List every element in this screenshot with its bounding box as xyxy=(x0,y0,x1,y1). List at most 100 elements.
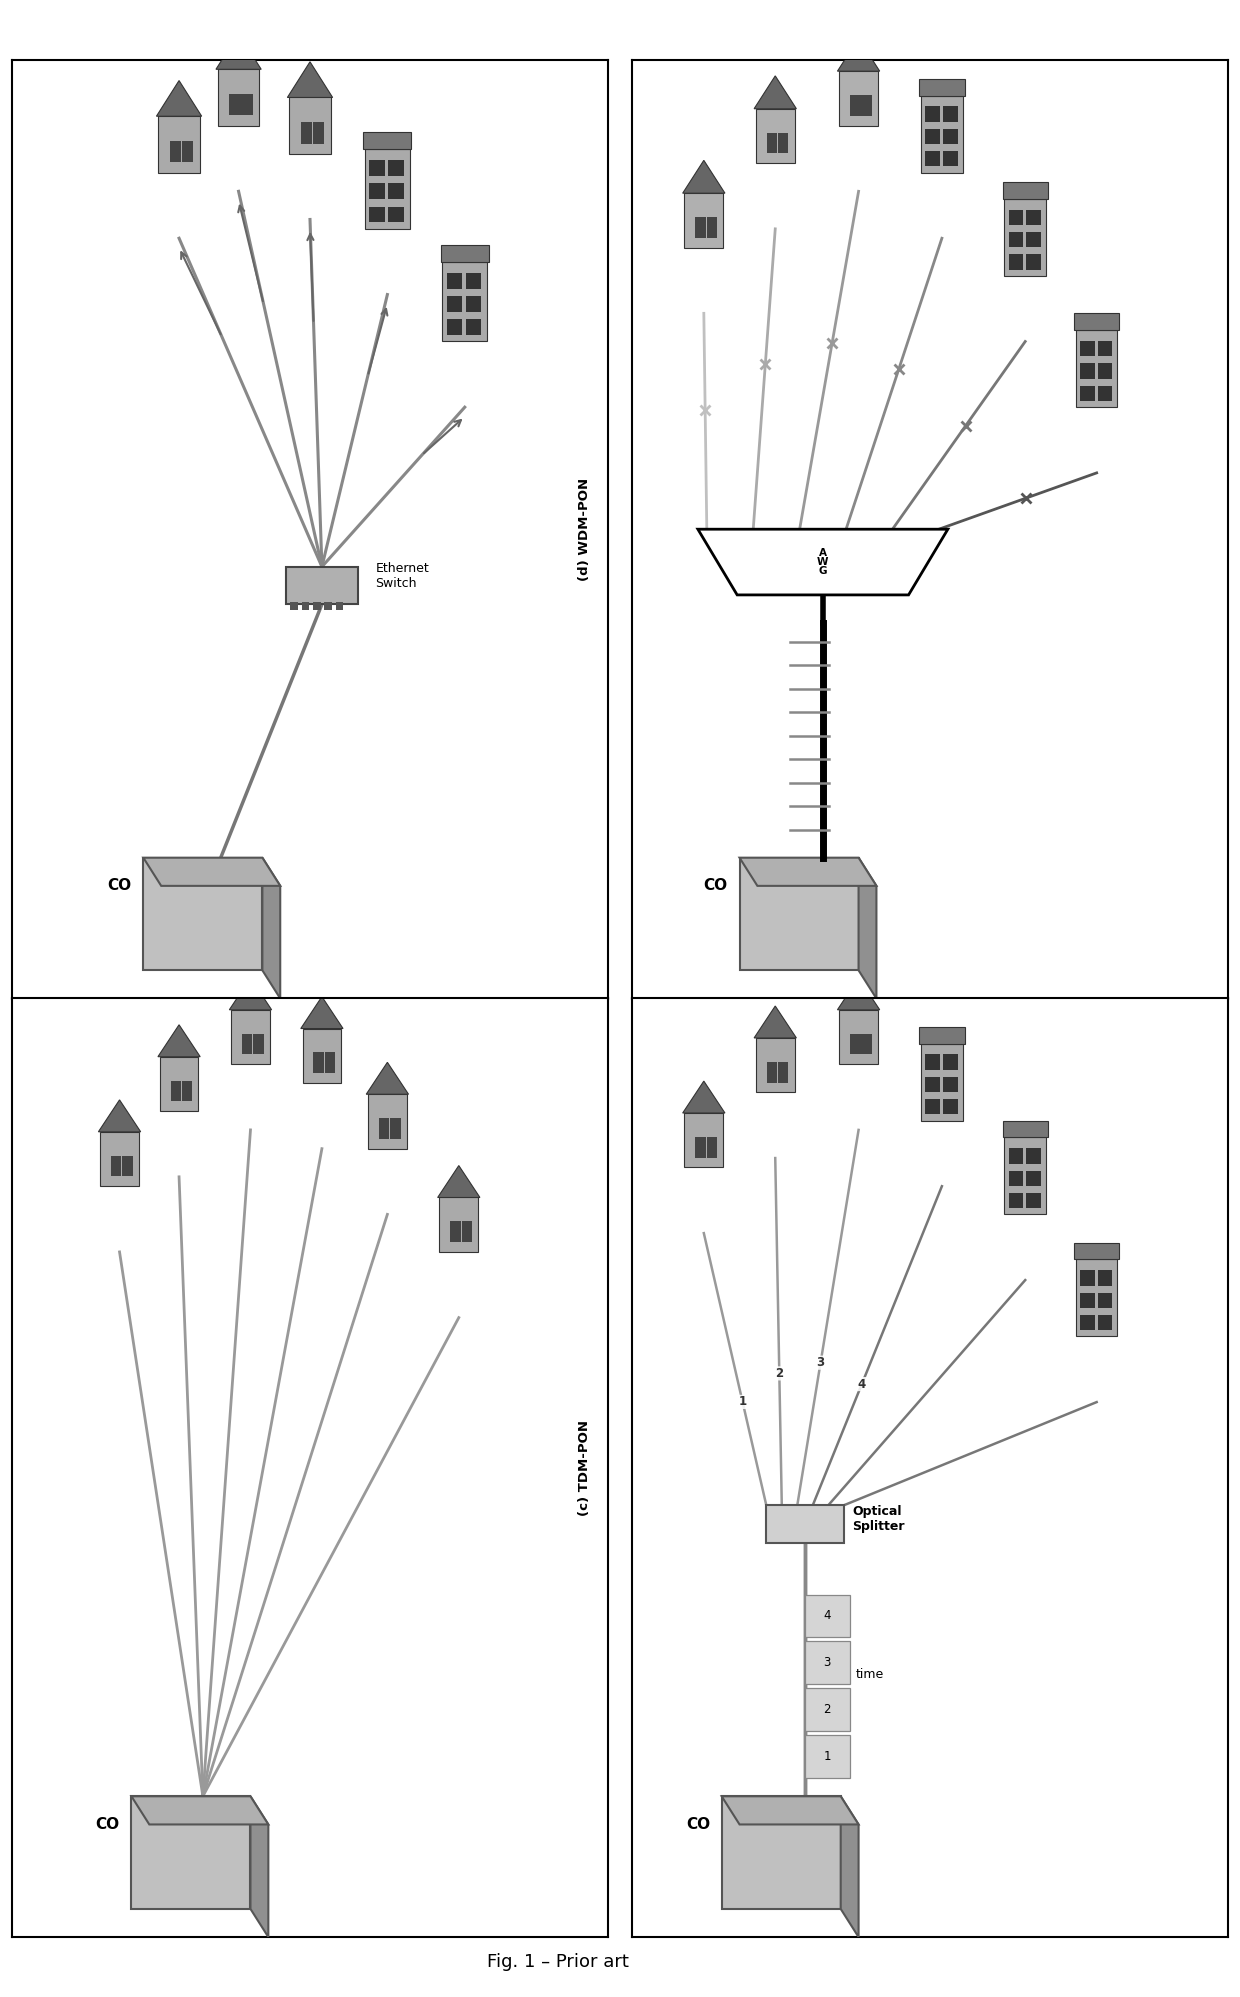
Bar xyxy=(466,296,481,312)
Bar xyxy=(314,1052,324,1072)
Bar xyxy=(461,1222,472,1242)
Polygon shape xyxy=(301,997,343,1028)
Bar xyxy=(696,218,706,238)
Bar xyxy=(707,218,717,238)
Polygon shape xyxy=(159,116,200,172)
Polygon shape xyxy=(144,859,280,887)
Polygon shape xyxy=(443,262,487,341)
Polygon shape xyxy=(1074,314,1120,330)
Polygon shape xyxy=(722,1797,841,1909)
Bar xyxy=(1080,1314,1095,1330)
Bar xyxy=(1080,385,1095,401)
Bar xyxy=(450,1222,461,1242)
Polygon shape xyxy=(144,859,263,971)
Bar xyxy=(1097,341,1112,355)
Text: 1: 1 xyxy=(823,1749,831,1763)
Bar xyxy=(1097,1292,1112,1308)
Text: Optical
Splitter: Optical Splitter xyxy=(853,1506,905,1534)
Bar xyxy=(1008,232,1023,248)
Bar xyxy=(944,1098,957,1114)
Polygon shape xyxy=(250,1797,268,1937)
Bar xyxy=(1008,1148,1023,1164)
Text: Fig. 1 – Prior art: Fig. 1 – Prior art xyxy=(487,1953,629,1971)
Bar xyxy=(1008,254,1023,270)
Bar xyxy=(925,1098,940,1114)
Polygon shape xyxy=(1003,182,1048,200)
Bar xyxy=(466,320,481,335)
Text: 2: 2 xyxy=(775,1366,784,1380)
Text: CO: CO xyxy=(108,879,131,893)
Bar xyxy=(1027,232,1042,248)
Text: CO: CO xyxy=(95,1817,120,1831)
Bar xyxy=(242,1034,253,1054)
Polygon shape xyxy=(919,1026,965,1044)
Polygon shape xyxy=(131,1797,250,1909)
Bar xyxy=(290,603,298,609)
Bar xyxy=(170,142,181,162)
Bar xyxy=(925,152,940,166)
Bar xyxy=(777,132,789,154)
Text: CO: CO xyxy=(686,1817,711,1831)
Bar xyxy=(312,122,324,144)
Polygon shape xyxy=(839,1010,878,1064)
Polygon shape xyxy=(756,108,795,164)
Polygon shape xyxy=(839,72,878,126)
Bar xyxy=(325,1052,335,1072)
Bar xyxy=(388,184,404,200)
Bar xyxy=(944,1076,957,1092)
Text: (d) WDM-PON: (d) WDM-PON xyxy=(578,477,591,581)
Bar xyxy=(446,274,463,290)
Polygon shape xyxy=(739,859,877,887)
Bar xyxy=(1080,1292,1095,1308)
Bar xyxy=(851,96,861,116)
Polygon shape xyxy=(722,1797,858,1825)
Polygon shape xyxy=(684,194,723,248)
Bar xyxy=(805,1735,849,1777)
Polygon shape xyxy=(440,246,489,262)
Bar xyxy=(1097,1270,1112,1286)
Bar xyxy=(229,94,241,116)
Text: Large number of fibers and TRXs: Large number of fibers and TRXs xyxy=(637,1478,650,1683)
Polygon shape xyxy=(156,80,202,116)
Text: A
W
G: A W G xyxy=(817,547,828,577)
Polygon shape xyxy=(739,859,858,971)
Bar xyxy=(766,132,777,154)
Bar xyxy=(242,94,253,116)
Polygon shape xyxy=(303,1028,341,1082)
Text: 2: 2 xyxy=(823,1703,831,1715)
Polygon shape xyxy=(363,132,412,150)
Polygon shape xyxy=(1004,1138,1047,1214)
Polygon shape xyxy=(263,859,280,998)
Text: time: time xyxy=(856,1667,884,1681)
Bar xyxy=(446,296,463,312)
Polygon shape xyxy=(754,1006,796,1038)
Bar xyxy=(391,1118,401,1138)
Polygon shape xyxy=(288,62,332,98)
Bar xyxy=(1080,341,1095,355)
Polygon shape xyxy=(756,1038,795,1092)
Bar xyxy=(766,1506,843,1544)
Polygon shape xyxy=(157,1024,200,1056)
Bar xyxy=(1097,385,1112,401)
Bar xyxy=(466,274,481,290)
Bar xyxy=(862,1034,872,1054)
Bar xyxy=(1027,1148,1042,1164)
Bar xyxy=(301,122,312,144)
Polygon shape xyxy=(837,979,879,1010)
Bar xyxy=(925,1076,940,1092)
Polygon shape xyxy=(837,38,879,72)
Bar xyxy=(182,142,193,162)
Polygon shape xyxy=(218,70,259,126)
Bar xyxy=(925,106,940,122)
Bar xyxy=(112,1156,122,1176)
Polygon shape xyxy=(1003,1120,1048,1138)
Text: 4: 4 xyxy=(858,1378,866,1390)
Polygon shape xyxy=(683,1080,725,1112)
Polygon shape xyxy=(858,859,877,998)
Bar xyxy=(1027,254,1042,270)
Polygon shape xyxy=(683,160,725,194)
Bar xyxy=(1008,1170,1023,1186)
Polygon shape xyxy=(684,1112,723,1168)
Bar xyxy=(379,1118,389,1138)
Bar xyxy=(805,1687,849,1731)
